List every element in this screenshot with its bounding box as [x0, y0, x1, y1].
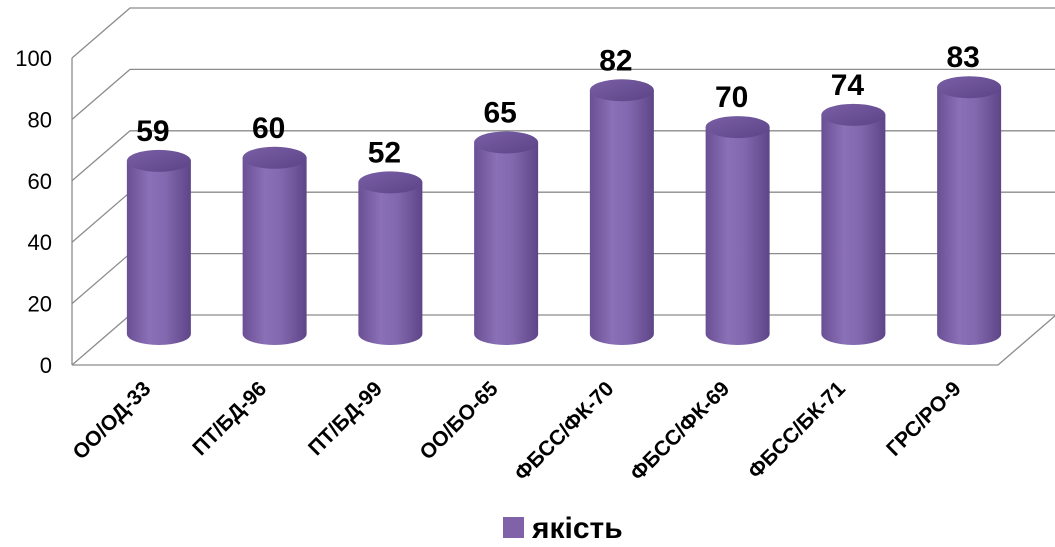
bar-body — [821, 114, 886, 346]
y-tick-label: 40 — [28, 230, 52, 255]
bar — [242, 146, 307, 346]
legend: якість — [503, 512, 623, 545]
bar-top — [358, 171, 423, 194]
bar — [821, 103, 886, 346]
bar-top — [821, 103, 886, 126]
gridline — [71, 7, 1055, 59]
data-label: 60 — [252, 112, 285, 145]
bar-top — [474, 131, 539, 154]
x-tick-label: ОО/ОД-33 — [69, 377, 156, 464]
bar — [474, 131, 539, 346]
x-tick-label: ПТ/БД-99 — [304, 377, 387, 460]
x-tick-label: ФБСС/ФК-69 — [626, 377, 734, 485]
data-label: 83 — [946, 41, 979, 74]
bar — [937, 76, 1002, 346]
bar — [126, 149, 191, 346]
y-tick-label: 80 — [28, 107, 52, 132]
bar-top — [589, 79, 654, 102]
data-label: 82 — [599, 44, 632, 77]
bar-body — [705, 127, 770, 346]
bar-body — [474, 142, 539, 346]
y-tick-label: 0 — [40, 353, 52, 378]
gridline — [71, 314, 1055, 366]
y-tick-label: 60 — [28, 169, 52, 194]
legend-swatch — [503, 517, 524, 538]
gridline — [71, 191, 1055, 243]
y-tick-label: 100 — [15, 46, 52, 71]
x-tick-label: ОО/БО-65 — [415, 377, 502, 464]
bar-top — [937, 76, 1002, 99]
bar-body — [126, 160, 191, 346]
data-label: 52 — [368, 136, 401, 169]
bar-body — [242, 157, 307, 346]
bar — [705, 116, 770, 346]
legend-label: якість — [531, 512, 623, 545]
data-label: 65 — [483, 96, 516, 129]
data-label: 74 — [831, 69, 865, 102]
data-label: 70 — [715, 81, 748, 114]
bar-top — [126, 149, 191, 172]
data-label: 59 — [136, 115, 169, 148]
bars — [126, 76, 1002, 346]
bar-body — [937, 87, 1002, 346]
y-tick-label: 20 — [28, 292, 52, 317]
data-labels: 59 60 52 65 82 70 74 83 — [136, 41, 980, 169]
x-tick-label: ФБСС/ФК-70 — [510, 377, 618, 485]
x-tick-label: ПТ/БД-96 — [188, 377, 271, 460]
bar-body — [358, 182, 423, 346]
y-axis-ticks: 0 20 40 60 80 100 — [15, 46, 52, 378]
x-axis-categories: ОО/ОД-33 ПТ/БД-96 ПТ/БД-99 ОО/БО-65 ФБСС/ФК-… — [69, 377, 966, 485]
gridline — [71, 252, 1055, 305]
gridlines — [71, 7, 1055, 366]
x-tick-label: ГРС/РО-9 — [882, 377, 966, 461]
bar — [358, 171, 423, 346]
x-tick-label: ФБСС/БК-71 — [744, 377, 850, 483]
gridline — [71, 130, 1055, 182]
bar — [589, 79, 654, 346]
floor-edge — [72, 315, 1055, 366]
bar-top — [242, 146, 307, 169]
bar-top — [705, 116, 770, 139]
gridline — [71, 68, 1055, 120]
bar-body — [589, 90, 654, 346]
